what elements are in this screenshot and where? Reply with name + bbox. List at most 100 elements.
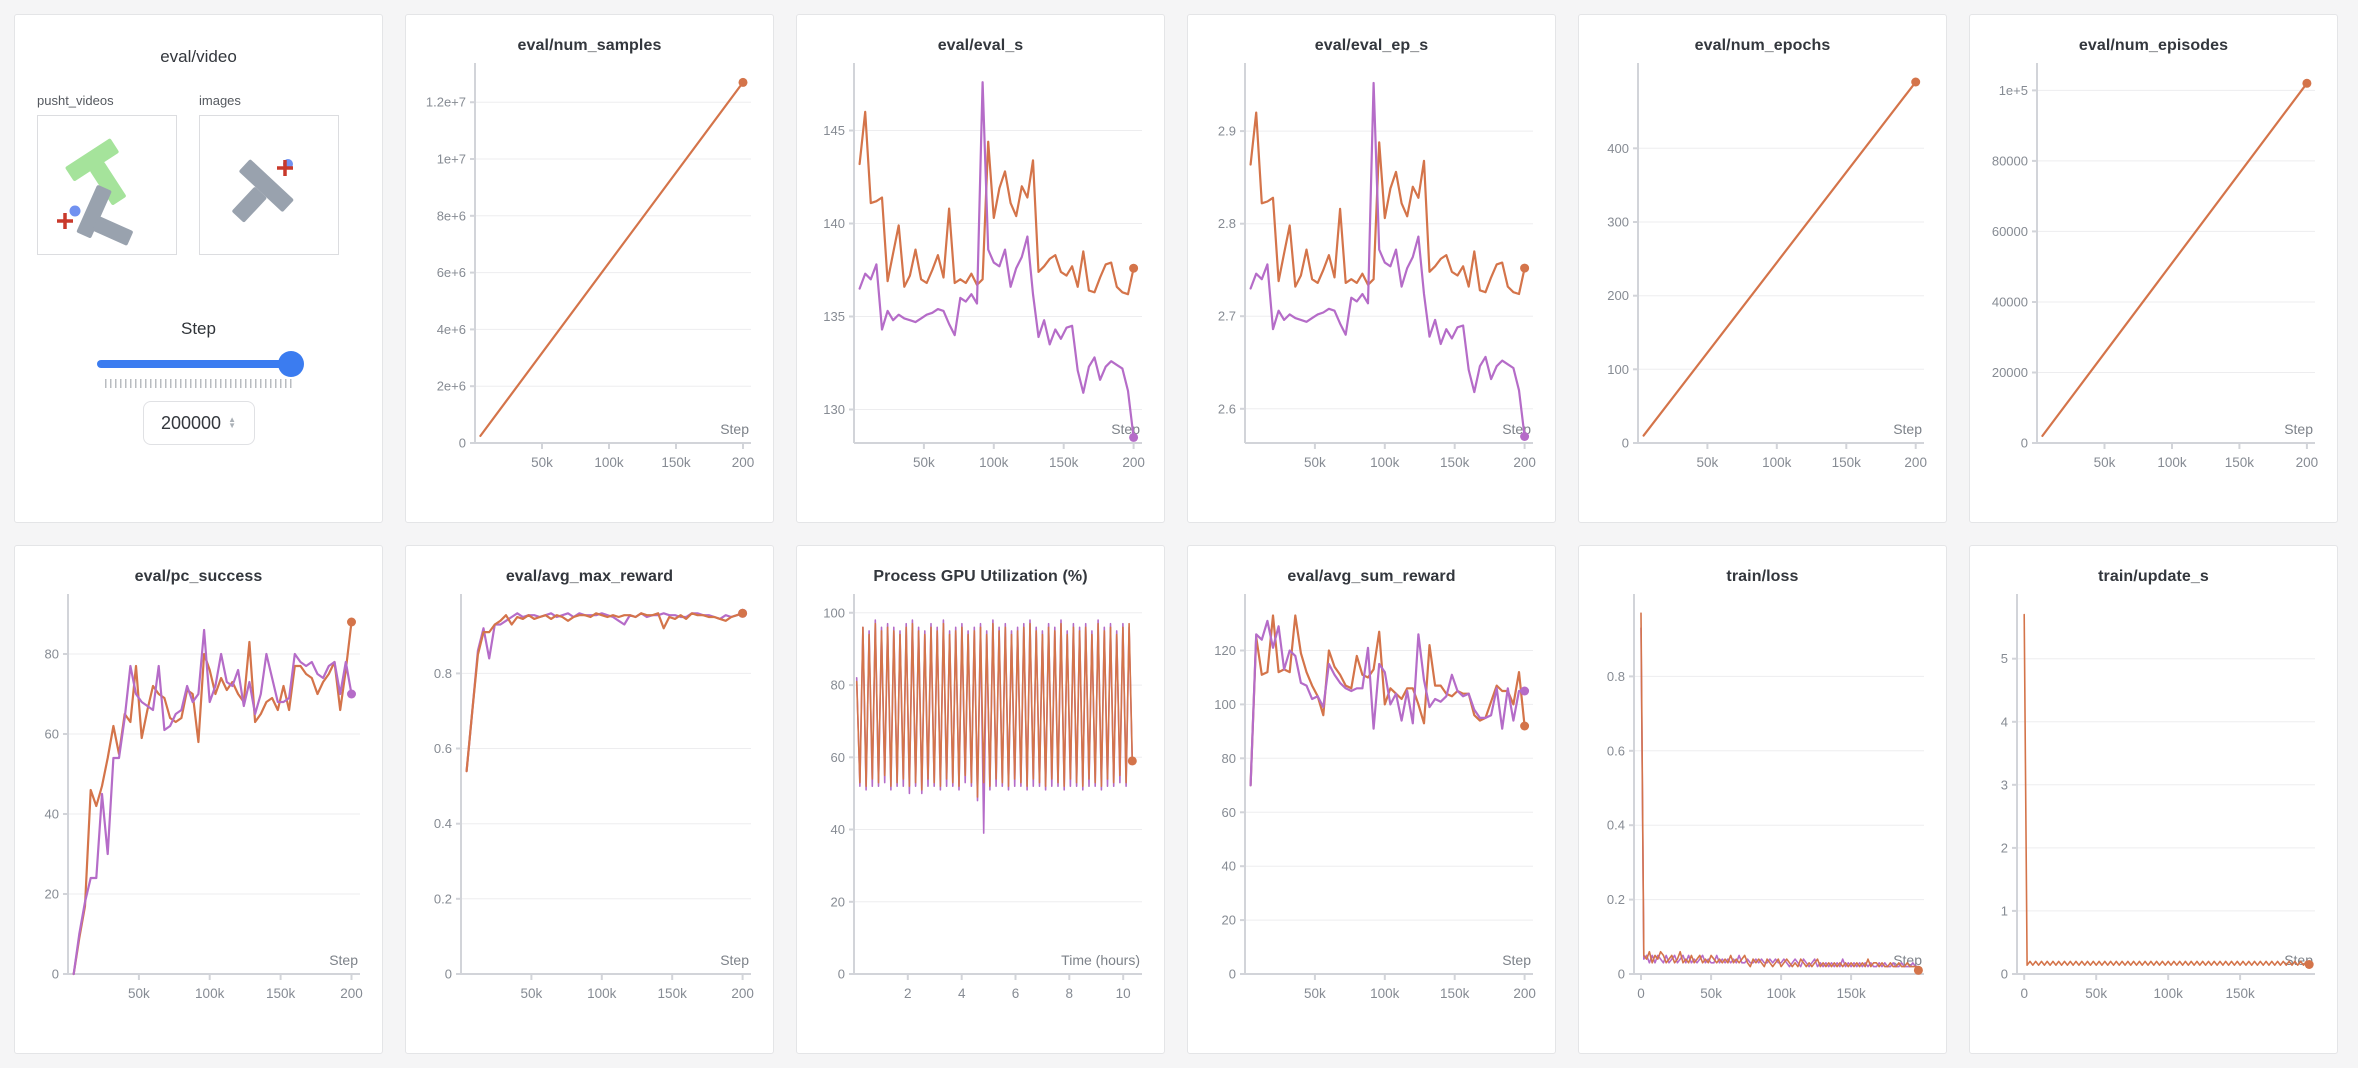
svg-text:20: 20	[45, 887, 59, 902]
line-chart[interactable]: 0 20 40 60 80 100 120 50k 100k 150k 200 Step	[1197, 588, 1546, 1020]
chart-title: eval/eval_ep_s	[1314, 37, 1429, 54]
svg-text:20: 20	[831, 894, 845, 909]
svg-text:5: 5	[2001, 651, 2008, 666]
svg-text:0: 0	[1229, 967, 1236, 982]
svg-text:40: 40	[45, 807, 59, 822]
media-label: images	[199, 93, 241, 108]
svg-text:140: 140	[823, 216, 845, 231]
line-chart[interactable]: 0 1 2 3 4 5 0 50k 100k 150k Step	[1979, 588, 2328, 1020]
svg-text:200: 200	[1513, 986, 1536, 1001]
svg-text:Time (hours): Time (hours)	[1061, 952, 1140, 968]
svg-text:2: 2	[904, 986, 912, 1001]
line-chart[interactable]: 0 100 200 300 400 50k 100k 150k 200 Step	[1588, 57, 1937, 489]
svg-text:50k: 50k	[2094, 455, 2116, 470]
svg-text:40: 40	[831, 822, 845, 837]
svg-text:150k: 150k	[1049, 455, 1079, 470]
chart-panel-pc-success: eval/pc_success 0 20 40 60 80 50k 100k 150k 200 S…	[14, 545, 383, 1054]
svg-text:150k: 150k	[1440, 455, 1470, 470]
svg-text:120: 120	[1214, 643, 1236, 658]
pusht-video-thumbnail[interactable]	[37, 115, 177, 255]
svg-text:0.6: 0.6	[1607, 743, 1625, 758]
slider-tick-ruler	[104, 379, 293, 388]
chart-panel-eval-s: eval/eval_s 130 135 140 145 50k 100k 150k 200 St…	[796, 14, 1165, 523]
line-chart[interactable]: 2.6 2.7 2.8 2.9 50k 100k 150k 200 Step	[1197, 57, 1546, 489]
line-chart[interactable]: 130 135 140 145 50k 100k 150k 200 Step	[806, 57, 1155, 489]
chart-title: eval/avg_max_reward	[505, 568, 674, 585]
gray-t-shape	[232, 159, 294, 223]
target-cross-icon	[57, 213, 73, 229]
svg-text:100k: 100k	[2157, 455, 2187, 470]
svg-text:100k: 100k	[587, 986, 617, 1001]
svg-text:60: 60	[831, 750, 845, 765]
svg-text:100k: 100k	[594, 455, 624, 470]
svg-text:50k: 50k	[128, 986, 150, 1001]
step-value: 200000	[161, 412, 222, 433]
svg-text:2.7: 2.7	[1218, 309, 1236, 324]
svg-text:6: 6	[1012, 986, 1020, 1001]
svg-text:0.4: 0.4	[434, 816, 452, 831]
svg-text:50k: 50k	[531, 455, 553, 470]
svg-text:200: 200	[1607, 288, 1629, 303]
svg-text:1e+5: 1e+5	[1999, 83, 2028, 98]
svg-text:100: 100	[823, 605, 845, 620]
svg-text:150k: 150k	[661, 455, 691, 470]
svg-text:2: 2	[2001, 840, 2008, 855]
line-chart[interactable]: 0 20 40 60 80 50k 100k 150k 200 Step	[24, 588, 373, 1020]
svg-text:Step: Step	[1502, 952, 1531, 968]
svg-text:4: 4	[958, 986, 966, 1001]
gray-t-shape	[76, 185, 133, 246]
chart-panel-num-epochs: eval/num_epochs 0 100 200 300 400 50k 100k 150k…	[1578, 14, 1947, 523]
svg-text:50k: 50k	[1304, 455, 1326, 470]
svg-text:0: 0	[445, 967, 452, 982]
images-thumbnail[interactable]	[199, 115, 339, 255]
green-t-shape	[65, 138, 126, 205]
svg-text:150k: 150k	[1832, 455, 1862, 470]
svg-text:0: 0	[2001, 967, 2008, 982]
svg-text:0.8: 0.8	[1607, 669, 1625, 684]
svg-text:0: 0	[52, 967, 59, 982]
svg-text:200: 200	[2296, 455, 2319, 470]
step-number-input[interactable]: 200000 ▲ ▼	[142, 401, 255, 445]
svg-text:200: 200	[1904, 455, 1927, 470]
chart-panel-num-samples: eval/num_samples 0 2e+6 4e+6 6e+6 8e+6 1e+7 1.…	[405, 14, 774, 523]
svg-text:200: 200	[731, 986, 754, 1001]
svg-text:200: 200	[732, 455, 755, 470]
stepper-arrows[interactable]: ▲ ▼	[228, 415, 236, 430]
svg-text:0: 0	[838, 967, 845, 982]
chart-title: train/update_s	[2098, 568, 2209, 585]
chart-title: eval/avg_sum_reward	[1287, 568, 1456, 585]
chart-title: Process GPU Utilization (%)	[873, 568, 1088, 585]
spinner-down-icon[interactable]: ▼	[228, 421, 236, 430]
svg-text:0.6: 0.6	[434, 741, 452, 756]
svg-text:8e+6: 8e+6	[437, 208, 466, 223]
spinner-up-icon[interactable]: ▲	[228, 415, 236, 424]
target-cross-icon	[277, 160, 293, 176]
svg-text:200: 200	[1513, 455, 1536, 470]
line-chart[interactable]: 0 2e+6 4e+6 6e+6 8e+6 1e+7 1.2e+7 50k 100k 150k 20…	[415, 57, 764, 489]
svg-text:Step: Step	[720, 952, 749, 968]
chart-panel-gpu-utilization: Process GPU Utilization (%) 0 20 40 60 80 100…	[796, 545, 1165, 1054]
chart-title: eval/pc_success	[134, 568, 263, 585]
step-slider[interactable]	[96, 351, 304, 377]
svg-text:60: 60	[45, 727, 59, 742]
svg-text:2.6: 2.6	[1218, 401, 1236, 416]
line-chart[interactable]: 0 20 40 60 80 100 2 4 6 8 10 Time (hours)	[806, 588, 1155, 1020]
svg-text:50k: 50k	[521, 986, 543, 1001]
svg-text:Step: Step	[329, 952, 358, 968]
svg-text:Step: Step	[1893, 421, 1922, 437]
line-chart[interactable]: 0 20000 40000 60000 80000 1e+5 50k 100k 150k 200 S…	[1979, 57, 2328, 489]
line-chart[interactable]: 0 0.2 0.4 0.6 0.8 0 50k 100k 150k Step	[1588, 588, 1937, 1020]
svg-text:145: 145	[823, 123, 845, 138]
media-row: pusht_videos	[15, 67, 382, 255]
slider-handle[interactable]	[277, 351, 304, 377]
media-item-images: images	[199, 93, 339, 255]
chart-title: train/loss	[1726, 568, 1799, 585]
step-slider-label: Step	[181, 319, 216, 338]
svg-text:2.8: 2.8	[1218, 216, 1236, 231]
svg-text:40: 40	[1222, 859, 1236, 874]
svg-text:80: 80	[45, 647, 59, 662]
svg-text:10: 10	[1116, 986, 1131, 1001]
line-chart[interactable]: 0 0.2 0.4 0.6 0.8 50k 100k 150k 200 Step	[415, 588, 764, 1020]
slider-track[interactable]	[96, 360, 301, 368]
svg-text:0: 0	[1637, 986, 1645, 1001]
